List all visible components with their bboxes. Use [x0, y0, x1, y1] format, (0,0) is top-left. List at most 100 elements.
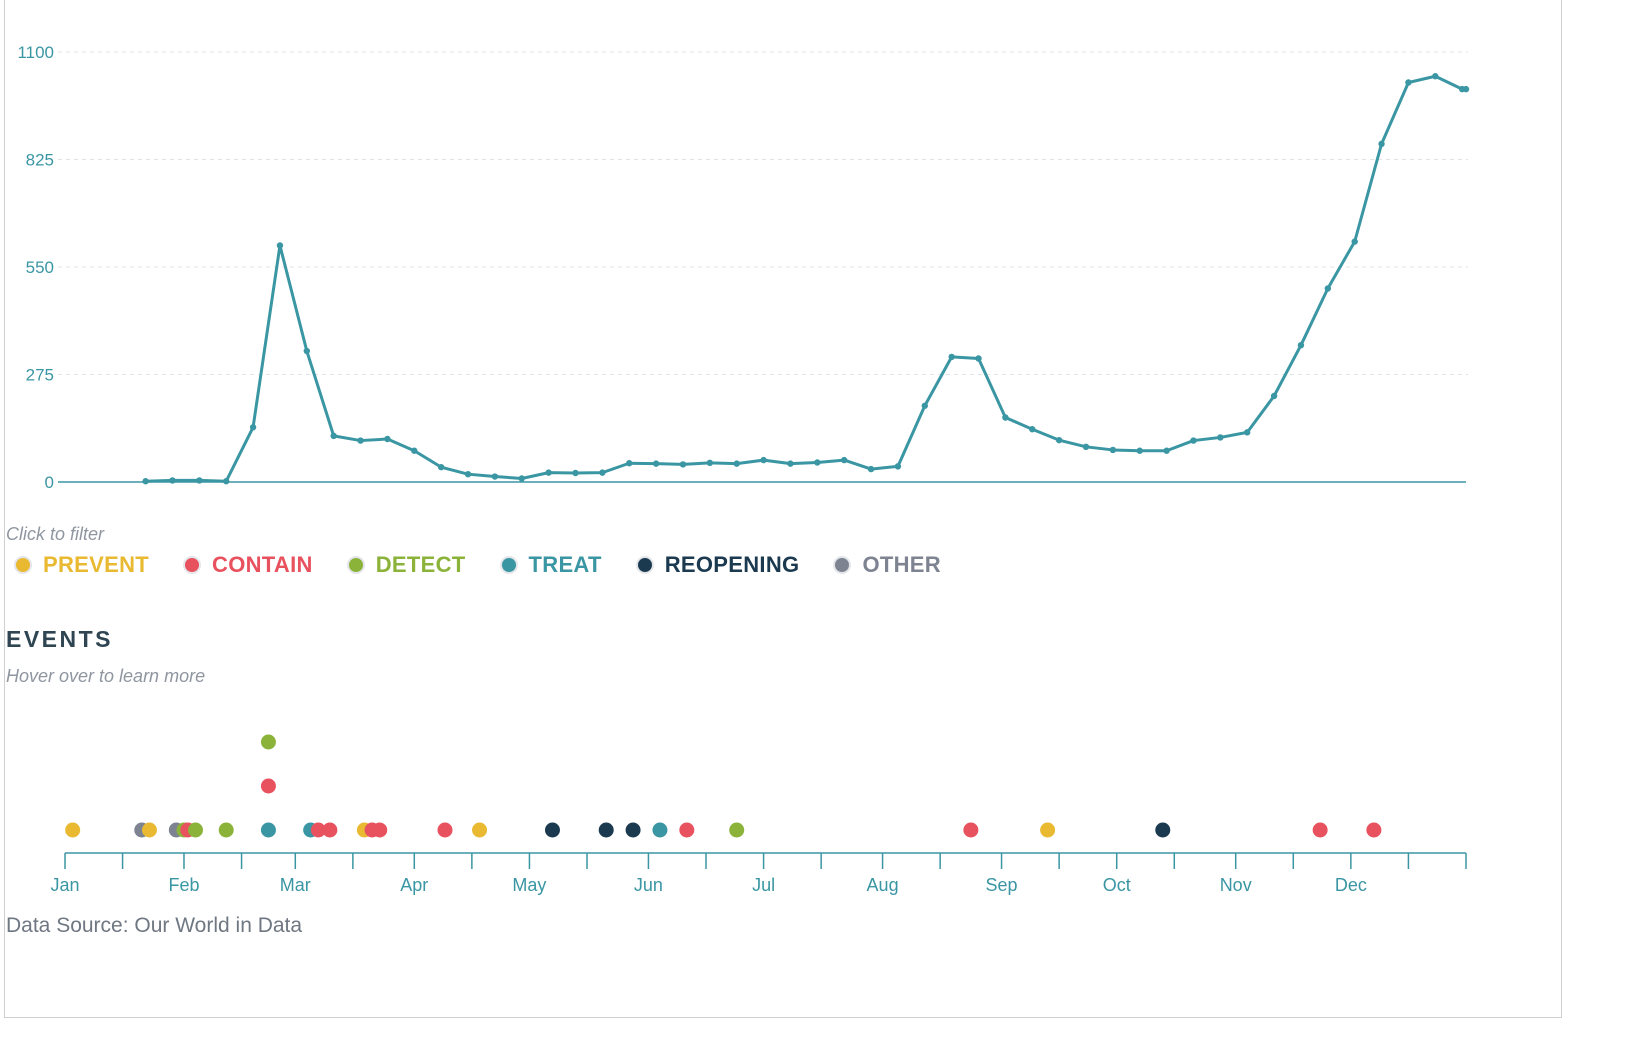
data-point[interactable]	[706, 459, 714, 467]
month-label: Aug	[867, 875, 899, 895]
legend-label: DETECT	[375, 552, 466, 577]
event-dot-reopening[interactable]	[1155, 822, 1171, 838]
data-point[interactable]	[1055, 436, 1063, 444]
month-label: Oct	[1103, 875, 1131, 895]
event-dot-prevent[interactable]	[65, 822, 81, 838]
month-label: Sep	[986, 875, 1018, 895]
event-dot-reopening[interactable]	[598, 822, 614, 838]
data-point[interactable]	[1297, 341, 1305, 349]
data-point[interactable]	[1351, 238, 1358, 245]
data-point[interactable]	[1109, 446, 1117, 454]
data-point[interactable]	[249, 424, 257, 431]
month-label: Jan	[50, 875, 79, 895]
data-point[interactable]	[384, 435, 391, 443]
data-point[interactable]	[223, 478, 230, 485]
legend-item-contain[interactable]: CONTAIN	[183, 552, 313, 578]
legend-dot-icon	[635, 556, 654, 574]
data-point[interactable]	[142, 478, 149, 485]
event-dot-contain[interactable]	[372, 822, 388, 838]
event-dot-contain[interactable]	[963, 822, 979, 838]
event-dot-reopening[interactable]	[544, 822, 560, 838]
data-point[interactable]	[921, 402, 928, 409]
data-point[interactable]	[814, 459, 821, 466]
legend-item-treat[interactable]: TREAT	[499, 552, 602, 578]
event-dot-contain[interactable]	[310, 822, 326, 838]
data-point[interactable]	[1324, 285, 1332, 292]
event-dot-contain[interactable]	[437, 822, 453, 838]
event-dot-detect[interactable]	[218, 822, 234, 838]
y-tick-label: 275	[26, 366, 54, 385]
legend-label: CONTAIN	[212, 552, 313, 577]
data-point[interactable]	[276, 242, 284, 249]
data-point[interactable]	[1244, 429, 1251, 436]
legend-item-reopening[interactable]: REOPENING	[635, 552, 800, 578]
data-point[interactable]	[169, 477, 176, 484]
data-point[interactable]	[464, 470, 472, 478]
data-point[interactable]	[1462, 85, 1470, 93]
event-dot-detect[interactable]	[188, 822, 204, 838]
data-point[interactable]	[1136, 447, 1143, 454]
data-point[interactable]	[1270, 392, 1278, 400]
data-point[interactable]	[1029, 426, 1036, 433]
chart-frame	[4, 0, 1562, 1018]
data-point[interactable]	[679, 461, 687, 468]
data-point[interactable]	[867, 465, 875, 473]
month-label: Dec	[1335, 875, 1367, 895]
data-point[interactable]	[1432, 73, 1439, 80]
data-point[interactable]	[518, 475, 525, 482]
event-dot-prevent[interactable]	[1040, 822, 1056, 838]
events-hint: Hover over to learn more	[6, 666, 206, 686]
legend-item-detect[interactable]: DETECT	[346, 552, 466, 578]
data-point[interactable]	[975, 355, 982, 362]
data-point[interactable]	[733, 460, 740, 467]
event-dot-detect[interactable]	[729, 822, 745, 838]
data-point[interactable]	[411, 447, 418, 454]
category-legend: PREVENT CONTAIN DETECT TREAT REOPENING OTHER	[14, 550, 975, 580]
data-point[interactable]	[626, 460, 633, 467]
data-point[interactable]	[1163, 447, 1170, 454]
data-point[interactable]	[652, 460, 660, 467]
data-point[interactable]	[894, 463, 902, 470]
event-dot-detect[interactable]	[260, 734, 276, 750]
legend-dot-icon	[833, 556, 852, 574]
data-point[interactable]	[1190, 437, 1197, 444]
data-point[interactable]	[840, 456, 848, 464]
legend-item-prevent[interactable]: PREVENT	[14, 552, 149, 578]
data-point[interactable]	[948, 353, 955, 361]
legend-dot-icon	[14, 556, 32, 574]
month-label: Jul	[752, 875, 775, 895]
data-point[interactable]	[1405, 79, 1412, 86]
data-point[interactable]	[599, 469, 606, 476]
event-dot-prevent[interactable]	[472, 822, 488, 838]
data-point[interactable]	[1002, 414, 1009, 421]
event-dot-treat[interactable]	[260, 822, 276, 838]
data-point[interactable]	[330, 432, 337, 440]
legend-item-other[interactable]: OTHER	[833, 552, 941, 578]
event-dot-reopening[interactable]	[625, 822, 641, 838]
data-point[interactable]	[437, 463, 445, 471]
data-point[interactable]	[357, 437, 364, 444]
event-dot-contain[interactable]	[1366, 822, 1382, 838]
data-point[interactable]	[572, 469, 579, 477]
legend-label: TREAT	[528, 552, 602, 577]
event-dot-contain[interactable]	[260, 778, 276, 794]
data-point[interactable]	[1082, 443, 1090, 451]
data-point[interactable]	[1217, 434, 1224, 441]
data-point[interactable]	[303, 347, 311, 355]
data-point[interactable]	[1378, 140, 1385, 148]
data-point[interactable]	[196, 477, 203, 484]
event-dot-treat[interactable]	[652, 822, 668, 838]
month-label: Nov	[1220, 875, 1252, 895]
data-point[interactable]	[787, 460, 794, 467]
event-dot-contain[interactable]	[1312, 822, 1328, 838]
data-point[interactable]	[760, 456, 767, 464]
event-dot-prevent[interactable]	[141, 822, 157, 838]
events-timeline: Jan Feb Mar Apr May Jun Jul Aug Sep Oct Nov Dec	[50, 734, 1467, 895]
event-dot-contain[interactable]	[679, 822, 695, 838]
month-label: Apr	[400, 875, 428, 895]
y-tick-label: 825	[26, 151, 54, 170]
data-point[interactable]	[545, 469, 552, 476]
month-label: May	[512, 875, 546, 895]
event-dot-contain[interactable]	[322, 822, 338, 838]
data-point[interactable]	[491, 473, 499, 480]
